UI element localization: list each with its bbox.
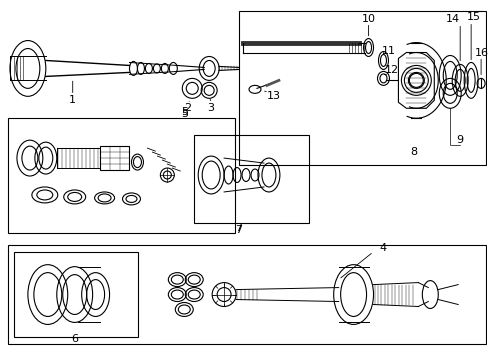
Bar — [239, 11, 485, 165]
Text: 3: 3 — [207, 103, 214, 113]
Text: 5: 5 — [181, 109, 187, 119]
Bar — [100, 146, 129, 170]
Text: 2: 2 — [183, 103, 190, 113]
Text: 12: 12 — [384, 66, 398, 76]
Text: 7: 7 — [235, 225, 242, 235]
Text: 4: 4 — [379, 243, 386, 253]
Bar — [194, 135, 308, 223]
Text: 15: 15 — [466, 12, 480, 22]
Text: 13: 13 — [266, 91, 280, 101]
Text: 9: 9 — [456, 135, 463, 145]
Text: 1: 1 — [69, 95, 76, 105]
Text: 10: 10 — [361, 14, 375, 24]
Text: 16: 16 — [474, 48, 488, 58]
Text: 5: 5 — [181, 107, 187, 117]
Text: 14: 14 — [445, 14, 459, 24]
Text: 7: 7 — [235, 223, 242, 233]
Text: 11: 11 — [381, 45, 395, 55]
Bar — [8, 118, 235, 233]
Bar — [14, 252, 138, 337]
Bar — [8, 245, 485, 345]
Text: 8: 8 — [409, 147, 416, 157]
Text: 6: 6 — [71, 334, 78, 345]
